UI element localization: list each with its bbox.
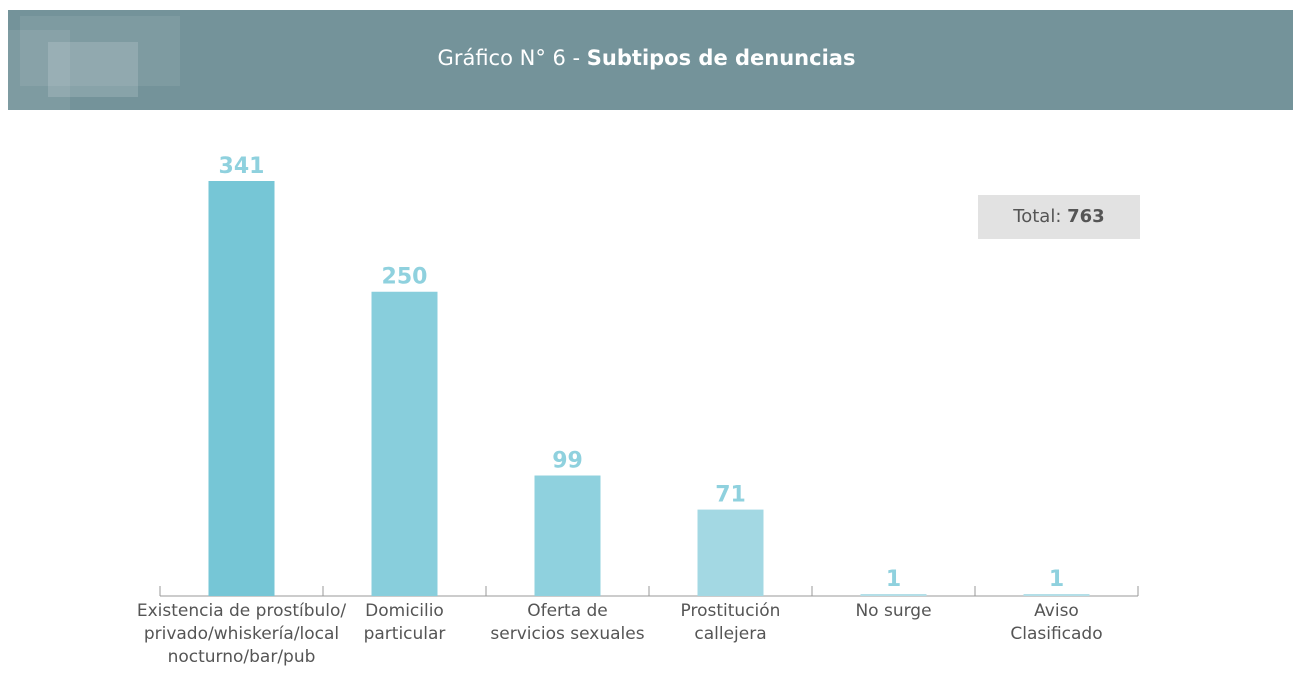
value-label: 250 xyxy=(382,265,428,290)
decor xyxy=(8,30,70,110)
value-label: 1 xyxy=(1049,567,1064,592)
x-tick-label: Aviso Clasificado xyxy=(1010,601,1103,644)
title-main: Subtipos de denuncias xyxy=(586,46,856,70)
x-tick-label: No surge xyxy=(855,601,932,621)
decor xyxy=(48,42,138,97)
bar xyxy=(208,181,275,596)
header-band xyxy=(8,10,1293,110)
value-label: 341 xyxy=(219,154,265,179)
decor xyxy=(20,16,180,86)
total-label: Total: xyxy=(1013,206,1062,227)
x-tick-label: Existencia de prostíbulo/ privado/whiske… xyxy=(136,601,347,667)
title-prefix: Gráfico N° 6 - xyxy=(437,46,587,70)
bar xyxy=(1023,594,1090,596)
bar xyxy=(371,291,438,596)
x-tick-label: Prostitución callejera xyxy=(680,601,781,644)
chart-title: Gráfico N° 6 - Subtipos de denuncias xyxy=(0,46,1293,70)
total-box: Total: 763 xyxy=(978,195,1140,239)
value-label: 71 xyxy=(715,483,746,508)
bar xyxy=(534,475,601,596)
x-tick-label: Oferta de servicios sexuales xyxy=(490,601,645,644)
bar xyxy=(697,509,764,596)
value-label: 1 xyxy=(886,567,901,592)
bar xyxy=(860,594,927,596)
x-tick-label: Domicilio particular xyxy=(363,601,446,644)
value-label: 99 xyxy=(552,449,583,474)
total-value: 763 xyxy=(1067,206,1105,227)
